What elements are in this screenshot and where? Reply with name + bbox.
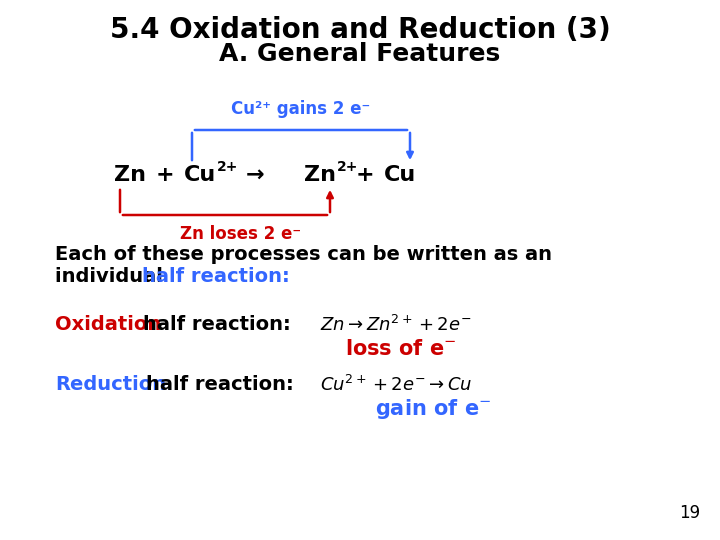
Text: Zn: Zn [114,165,146,185]
Text: 19: 19 [679,504,700,522]
Text: loss of e$^{-}$: loss of e$^{-}$ [345,339,456,359]
Text: Zn loses 2 e⁻: Zn loses 2 e⁻ [180,225,301,243]
Text: 2+: 2+ [337,160,359,174]
Text: $Cu^{2+}+2e^{-} \rightarrow Cu$: $Cu^{2+}+2e^{-} \rightarrow Cu$ [320,375,472,395]
Text: +: + [156,165,174,185]
Text: A. General Features: A. General Features [220,42,500,66]
Text: Cu: Cu [384,165,416,185]
Text: +: + [356,165,374,185]
Text: $Zn \rightarrow Zn^{2+}+2e^{-}$: $Zn \rightarrow Zn^{2+}+2e^{-}$ [320,315,472,335]
Text: Each of these processes can be written as an: Each of these processes can be written a… [55,246,552,265]
Text: half reaction:: half reaction: [142,267,289,287]
Text: Cu²⁺ gains 2 e⁻: Cu²⁺ gains 2 e⁻ [231,100,371,118]
Text: gain of e$^{-}$: gain of e$^{-}$ [375,397,491,421]
Text: Reduction: Reduction [55,375,166,395]
Text: individual: individual [55,267,170,287]
Text: Zn: Zn [304,165,336,185]
Text: 2+: 2+ [217,160,238,174]
Text: half reaction:: half reaction: [143,315,291,334]
Text: →: → [246,165,264,185]
Text: half reaction:: half reaction: [146,375,294,395]
Text: 5.4 Oxidation and Reduction (3): 5.4 Oxidation and Reduction (3) [109,16,611,44]
Text: Oxidation: Oxidation [55,315,161,334]
Text: Cu: Cu [184,165,216,185]
